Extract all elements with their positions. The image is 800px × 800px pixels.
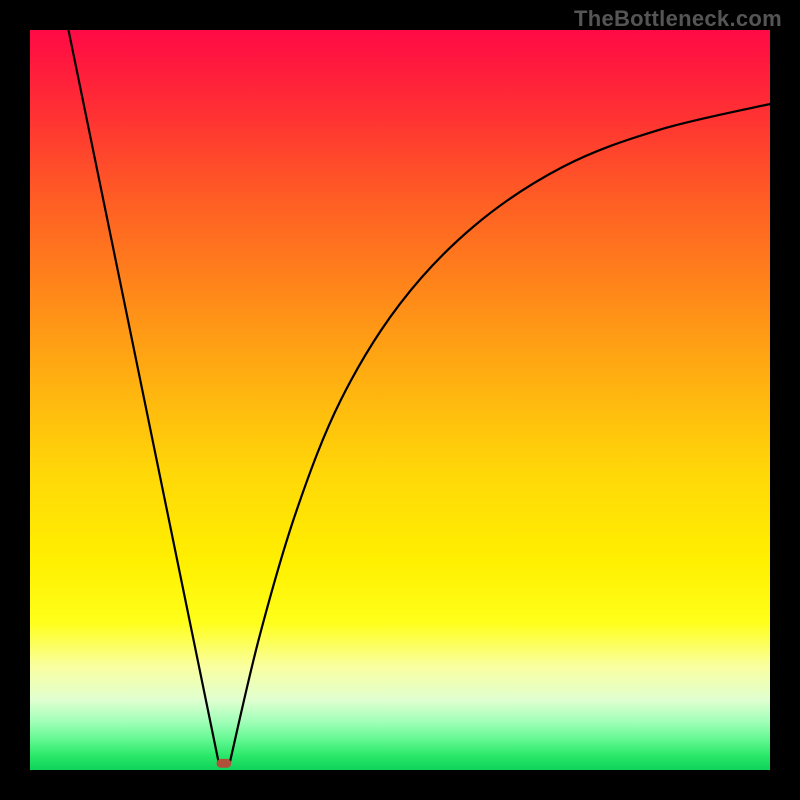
chart-container: TheBottleneck.com (0, 0, 800, 800)
minimum-marker (216, 759, 231, 768)
bottleneck-chart (0, 0, 800, 800)
watermark-text: TheBottleneck.com (574, 6, 782, 32)
plot-background (30, 30, 770, 770)
